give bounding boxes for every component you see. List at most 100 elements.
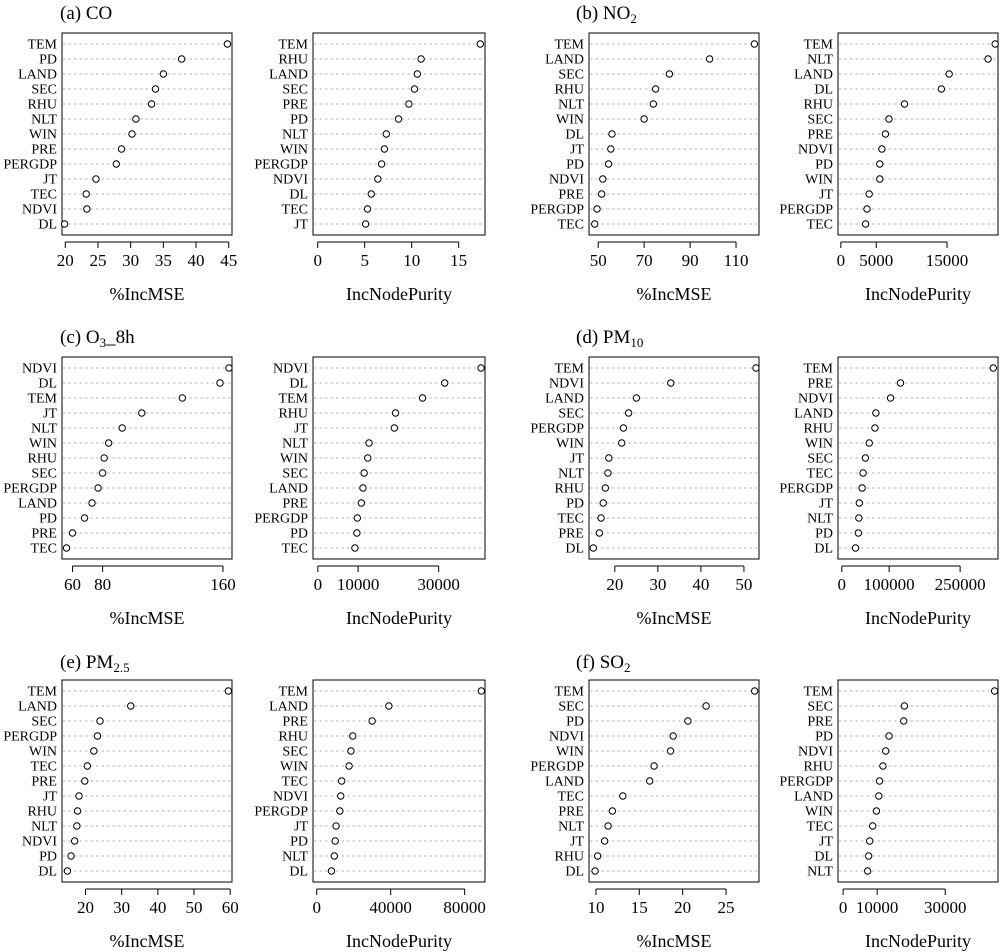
data-point: [413, 70, 422, 78]
x-tick-label: 0: [313, 251, 322, 270]
data-point: [410, 85, 419, 93]
category-label: NLT: [807, 865, 833, 880]
category-label: DL: [38, 377, 57, 392]
data-point: [385, 702, 393, 710]
category-label: SEC: [558, 407, 584, 422]
category-label: JT: [570, 143, 584, 158]
data-point: [666, 747, 675, 755]
data-point: [127, 702, 135, 710]
x-tick-label: 35: [155, 251, 172, 270]
category-label: PERGDP: [254, 158, 308, 173]
data-point: [363, 205, 372, 213]
data-point: [937, 85, 946, 93]
x-axis-label: IncNodePurity: [346, 284, 452, 304]
data-point: [327, 867, 336, 875]
data-point: [591, 867, 599, 875]
category-label: RHU: [278, 53, 308, 68]
category-label: LAND: [18, 700, 57, 715]
data-point: [597, 514, 605, 522]
category-label: PD: [290, 113, 308, 128]
category-label: PRE: [558, 805, 584, 820]
x-tick-label: 50: [186, 898, 203, 917]
category-label: JT: [294, 422, 308, 437]
category-label: NDVI: [549, 377, 584, 392]
data-point: [394, 115, 403, 123]
category-label: NLT: [282, 437, 308, 452]
x-axis-label: %IncMSE: [110, 608, 185, 628]
category-label: JT: [819, 497, 833, 512]
category-label: RHU: [27, 452, 57, 467]
data-point: [60, 220, 69, 228]
category-label: PD: [815, 158, 833, 173]
x-tick-label: 40000: [369, 898, 412, 917]
data-point: [604, 822, 612, 830]
data-point: [83, 205, 91, 213]
data-point: [702, 702, 710, 710]
category-label: NLT: [558, 98, 584, 113]
data-point: [405, 100, 413, 108]
category-label: NLT: [31, 113, 57, 128]
x-tick-label: 30000: [417, 575, 460, 594]
data-point: [477, 364, 485, 372]
plot-frame: [312, 356, 486, 560]
category-label: DL: [565, 865, 584, 880]
category-label: PERGDP: [3, 482, 57, 497]
data-point: [377, 160, 386, 168]
data-point: [750, 687, 759, 695]
category-label: WIN: [556, 437, 584, 452]
data-point: [595, 529, 604, 537]
data-point: [632, 394, 641, 402]
category-label: TEM: [278, 685, 308, 700]
x-tick-label: 110: [724, 251, 749, 270]
x-tick-label: 40: [188, 251, 205, 270]
plot-frame: [588, 32, 760, 236]
data-point: [82, 190, 90, 198]
category-label: PERGDP: [254, 512, 308, 527]
category-label: RHU: [554, 482, 584, 497]
data-point: [216, 379, 224, 387]
category-label: JT: [43, 173, 57, 188]
category-label: TEM: [27, 685, 57, 700]
data-point: [864, 852, 873, 860]
x-tick-label: 80: [94, 575, 111, 594]
data-point: [67, 852, 75, 860]
data-point: [380, 145, 389, 153]
x-tick-label: 0: [837, 251, 846, 270]
category-label: NLT: [558, 820, 584, 835]
data-point: [73, 807, 82, 815]
category-label: WIN: [29, 128, 57, 143]
category-label: SEC: [282, 83, 308, 98]
data-point: [872, 807, 881, 815]
data-point: [872, 409, 880, 417]
data-point: [989, 364, 997, 372]
panel-title: (e) PM2.5: [60, 652, 130, 675]
data-point: [98, 469, 107, 477]
category-label: DL: [814, 83, 833, 98]
category-label: DL: [565, 128, 584, 143]
data-point: [367, 190, 375, 198]
category-label: TEM: [554, 362, 584, 377]
data-point: [68, 529, 77, 537]
data-point: [63, 867, 72, 875]
category-label: JT: [570, 452, 584, 467]
chart-panel-12: TEMSECPREPDNDVIRHUPERGDPLANDWINTECJTDLNL…: [779, 679, 999, 951]
category-label: PERGDP: [530, 203, 584, 218]
category-label: NDVI: [22, 835, 57, 850]
category-label: TEC: [31, 542, 57, 557]
category-label: JT: [570, 835, 584, 850]
category-label: LAND: [269, 700, 308, 715]
category-label: NDVI: [798, 392, 833, 407]
x-tick-label: 15: [631, 898, 648, 917]
category-label: WIN: [805, 173, 833, 188]
category-label: JT: [819, 188, 833, 203]
category-label: PERGDP: [254, 805, 308, 820]
x-axis-label: IncNodePurity: [346, 931, 452, 951]
data-point: [417, 55, 425, 63]
data-point: [886, 394, 895, 402]
data-point: [476, 40, 485, 48]
data-point: [336, 807, 344, 815]
category-label: LAND: [269, 68, 308, 83]
data-point: [357, 499, 366, 507]
category-label: PD: [815, 527, 833, 542]
category-label: DL: [814, 850, 833, 865]
